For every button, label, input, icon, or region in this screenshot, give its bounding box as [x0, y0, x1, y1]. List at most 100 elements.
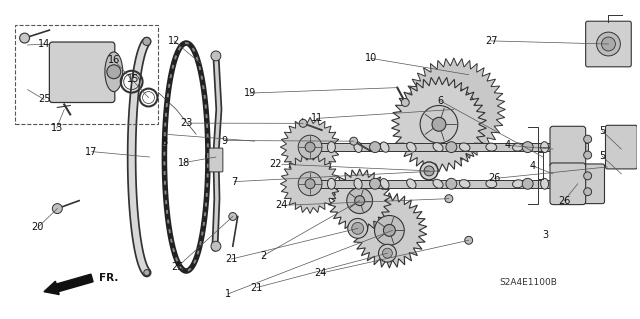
Text: 14: 14	[38, 39, 50, 49]
Circle shape	[369, 142, 380, 152]
Circle shape	[602, 37, 616, 51]
Ellipse shape	[406, 179, 416, 189]
Text: 10: 10	[365, 53, 377, 63]
FancyBboxPatch shape	[209, 148, 223, 172]
Text: 5: 5	[599, 151, 605, 161]
Circle shape	[144, 270, 150, 276]
Circle shape	[211, 241, 221, 251]
Circle shape	[584, 151, 591, 159]
FancyBboxPatch shape	[550, 126, 586, 168]
Text: 8: 8	[161, 137, 168, 147]
Ellipse shape	[460, 180, 470, 188]
FancyBboxPatch shape	[315, 180, 588, 188]
Text: 27: 27	[485, 36, 497, 46]
Circle shape	[446, 178, 457, 189]
FancyBboxPatch shape	[586, 21, 631, 67]
Ellipse shape	[513, 180, 524, 188]
Circle shape	[401, 99, 409, 107]
Text: 22: 22	[269, 159, 282, 169]
Text: 16: 16	[108, 55, 120, 65]
Text: FR.: FR.	[99, 273, 118, 283]
Text: 1: 1	[225, 289, 231, 299]
Ellipse shape	[406, 142, 416, 152]
Circle shape	[446, 142, 457, 152]
Circle shape	[20, 33, 29, 43]
Text: 17: 17	[85, 147, 98, 157]
Circle shape	[143, 38, 150, 45]
Polygon shape	[328, 169, 391, 232]
Circle shape	[374, 216, 404, 245]
Circle shape	[432, 88, 476, 131]
Ellipse shape	[567, 142, 575, 152]
Ellipse shape	[567, 178, 575, 189]
FancyBboxPatch shape	[49, 42, 115, 102]
Circle shape	[584, 188, 591, 196]
Circle shape	[420, 162, 438, 180]
Ellipse shape	[380, 142, 389, 152]
Text: 26: 26	[488, 174, 500, 183]
FancyArrow shape	[44, 274, 93, 294]
Ellipse shape	[354, 178, 362, 189]
Circle shape	[432, 117, 446, 131]
Ellipse shape	[513, 143, 524, 151]
Text: 11: 11	[310, 113, 323, 123]
Text: 19: 19	[244, 88, 257, 98]
Text: 24: 24	[314, 268, 326, 278]
Circle shape	[383, 225, 396, 236]
Ellipse shape	[486, 180, 497, 188]
Circle shape	[420, 106, 458, 143]
Text: 4: 4	[529, 161, 536, 171]
Text: 4: 4	[504, 140, 510, 150]
Text: 12: 12	[168, 36, 180, 46]
Text: 13: 13	[51, 123, 63, 133]
Circle shape	[107, 65, 121, 79]
Circle shape	[369, 178, 380, 189]
Ellipse shape	[328, 142, 335, 152]
Text: 21: 21	[225, 254, 237, 264]
Text: S2A4E1100B: S2A4E1100B	[499, 278, 557, 287]
Ellipse shape	[460, 143, 470, 151]
Circle shape	[349, 137, 358, 145]
Text: 21: 21	[250, 283, 263, 293]
Circle shape	[355, 196, 365, 205]
Circle shape	[465, 236, 473, 244]
Text: 9: 9	[222, 136, 228, 145]
Circle shape	[299, 119, 307, 127]
Circle shape	[383, 248, 392, 258]
Ellipse shape	[354, 142, 362, 152]
Circle shape	[352, 222, 364, 234]
Ellipse shape	[433, 179, 443, 188]
Circle shape	[298, 135, 322, 159]
Text: 25: 25	[38, 94, 51, 104]
Text: 3: 3	[542, 230, 548, 241]
Ellipse shape	[380, 179, 389, 189]
Polygon shape	[392, 77, 486, 172]
Ellipse shape	[486, 143, 497, 151]
Circle shape	[378, 244, 396, 262]
Polygon shape	[352, 193, 427, 268]
FancyBboxPatch shape	[550, 163, 586, 204]
Text: 6: 6	[438, 96, 444, 106]
Circle shape	[584, 135, 591, 143]
Polygon shape	[280, 117, 340, 177]
Text: 18: 18	[177, 158, 189, 168]
Text: 24: 24	[276, 200, 288, 210]
Circle shape	[445, 195, 453, 203]
Circle shape	[596, 32, 620, 56]
Circle shape	[347, 188, 372, 213]
Circle shape	[446, 101, 461, 117]
Text: 2: 2	[260, 251, 266, 261]
Ellipse shape	[541, 142, 548, 152]
Text: 25: 25	[171, 262, 184, 272]
Ellipse shape	[433, 143, 443, 152]
Circle shape	[584, 172, 591, 180]
Text: 15: 15	[127, 74, 139, 84]
Circle shape	[424, 166, 434, 176]
Text: 7: 7	[231, 177, 237, 187]
Circle shape	[305, 142, 315, 152]
Ellipse shape	[541, 178, 548, 189]
Ellipse shape	[328, 178, 335, 189]
Text: 26: 26	[558, 196, 570, 206]
Circle shape	[305, 179, 315, 189]
Circle shape	[522, 178, 533, 189]
